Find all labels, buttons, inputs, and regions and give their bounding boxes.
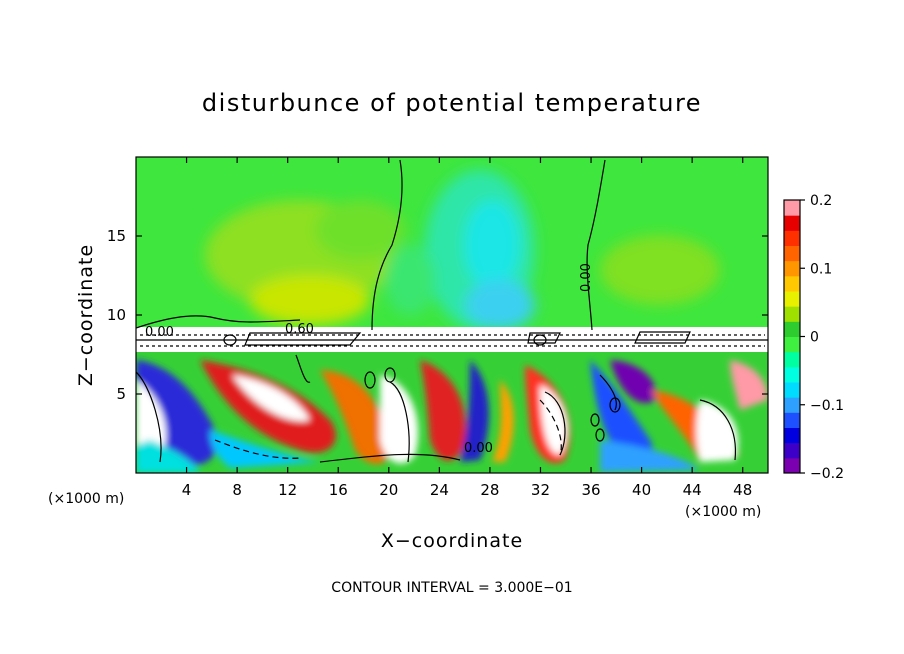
colorbar-swatch — [784, 215, 800, 231]
colorbar-swatch — [784, 457, 800, 474]
x-tick-label: 36 — [581, 481, 600, 499]
x-tick-label: 4 — [182, 481, 192, 499]
contour-label: 0.00 — [464, 441, 493, 456]
colorbar-swatch — [784, 397, 800, 413]
colorbar-tick-label: 0.2 — [810, 193, 832, 209]
colorbar-swatch — [784, 200, 800, 216]
colorbar-swatch — [784, 442, 800, 459]
colorbar-swatch — [784, 306, 800, 322]
colorbar-tick-label: −0.2 — [810, 466, 844, 482]
x-tick-label: 12 — [278, 481, 297, 499]
y-unit-label: (×1000 m) — [48, 491, 124, 507]
y-tick-label: 15 — [107, 227, 126, 245]
contour-label: 0.00 — [145, 325, 174, 340]
colorbar-swatch — [784, 275, 800, 292]
chart-title: disturbunce of potential temperature — [202, 89, 702, 117]
x-tick-label: 16 — [329, 481, 348, 499]
contour-interval-note: CONTOUR INTERVAL = 3.000E−01 — [331, 580, 572, 596]
colorbar-swatch — [784, 245, 800, 262]
y-tick-label: 5 — [116, 385, 126, 403]
x-tick-label: 40 — [632, 481, 651, 499]
colorbar-swatch — [784, 291, 800, 307]
colorbar-swatch — [784, 336, 800, 353]
y-tick-label: 10 — [107, 306, 126, 324]
x-tick-label: 20 — [379, 481, 398, 499]
contour-label: 0.00 — [579, 263, 594, 292]
y-axis-label: Z−coordinate — [75, 244, 97, 386]
colorbar-swatch — [784, 427, 800, 444]
x-tick-label: 44 — [683, 481, 702, 499]
x-tick-label: 8 — [232, 481, 242, 499]
upper-anomalies — [205, 170, 720, 330]
colorbar-tick-label: −0.1 — [810, 398, 844, 414]
colorbar-swatch — [784, 366, 800, 383]
colorbar-swatch — [784, 382, 800, 398]
lower-anomalies — [136, 360, 768, 473]
colorbar-swatch — [784, 351, 800, 368]
x-axis: 4 8 12 16 20 24 28 32 36 40 44 48 — [182, 157, 752, 499]
x-unit-label: (×1000 m) — [685, 504, 761, 520]
colorbar-swatch — [784, 412, 800, 428]
contour-label: 0.60 — [285, 322, 314, 337]
colorbar: 0.2 0.1 0 −0.1 −0.2 — [783, 193, 844, 482]
colorbar-tick-label: 0 — [810, 330, 819, 346]
colorbar-swatch — [784, 321, 800, 337]
plot-area: 0.00 0.60 0.00 0.00 — [136, 157, 768, 473]
x-tick-label: 48 — [733, 481, 752, 499]
contour-lines — [136, 159, 768, 463]
x-tick-label: 32 — [531, 481, 550, 499]
colorbar-tick-label: 0.1 — [810, 261, 832, 277]
x-tick-label: 28 — [480, 481, 499, 499]
y-axis: 5 10 15 — [107, 227, 768, 403]
x-axis-label: X−coordinate — [381, 530, 523, 552]
colorbar-swatch — [784, 260, 800, 277]
colorbar-swatch — [784, 230, 800, 246]
x-tick-label: 24 — [430, 481, 449, 499]
